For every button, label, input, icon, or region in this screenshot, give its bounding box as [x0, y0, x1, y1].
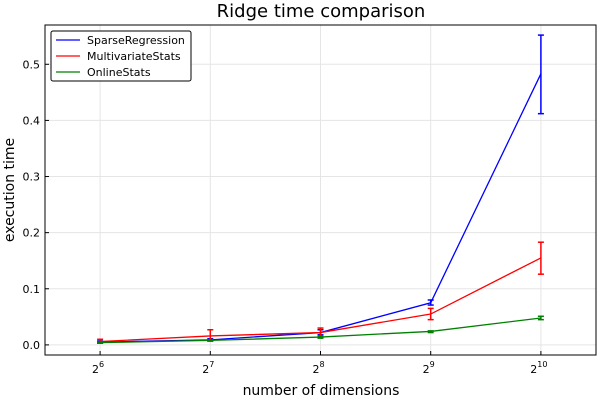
error-bar — [537, 315, 544, 321]
x-tick-base: 2 — [423, 363, 430, 376]
y-tick-label: 0.2 — [23, 227, 41, 240]
x-tick-exponent: 10 — [537, 360, 547, 369]
y-tick-label: 0.4 — [23, 114, 41, 127]
legend-label: MultivariateStats — [87, 50, 181, 63]
y-tick-label: 0.5 — [23, 58, 41, 71]
legend-box — [50, 30, 192, 82]
x-tick-label: 29 — [423, 360, 435, 376]
x-tick-exponent: 7 — [209, 360, 214, 369]
error-bar — [427, 299, 434, 306]
x-tick-exponent: 6 — [99, 360, 104, 369]
y-tick-label: 0.0 — [23, 339, 41, 352]
y-tick-label: 0.3 — [23, 171, 41, 184]
legend-label: SparseRegression — [87, 34, 185, 47]
x-tick-label: 26 — [92, 360, 104, 376]
error-bar — [97, 341, 104, 344]
x-tick-base: 2 — [202, 363, 209, 376]
legend: SparseRegression MultivariateStats OnlineS… — [50, 30, 192, 82]
y-tick-labels: 0.0 0.1 0.2 0.3 0.4 0.5 — [23, 58, 49, 352]
x-tick-exponent: 8 — [319, 360, 324, 369]
error-bar — [207, 339, 214, 342]
error-bar — [427, 307, 434, 321]
x-tick-base: 2 — [530, 363, 537, 376]
x-tick-label: 210 — [530, 360, 547, 376]
error-bar — [427, 330, 434, 334]
x-tick-exponent: 9 — [430, 360, 435, 369]
x-axis-label: number of dimensions — [243, 383, 400, 399]
y-tick-label: 0.1 — [23, 283, 41, 296]
series-layer — [97, 34, 544, 344]
x-tick-labels: 26 27 28 29 210 — [92, 351, 547, 376]
y-axis-label: execution time — [2, 138, 18, 242]
x-tick-label: 28 — [312, 360, 324, 376]
error-bar — [317, 335, 324, 339]
error-bar — [537, 34, 544, 115]
legend-label: OnlineStats — [87, 66, 151, 79]
error-bar — [537, 241, 544, 275]
x-tick-base: 2 — [312, 363, 319, 376]
chart-title: Ridge time comparison — [217, 1, 426, 22]
x-tick-base: 2 — [92, 363, 99, 376]
x-tick-label: 27 — [202, 360, 214, 376]
